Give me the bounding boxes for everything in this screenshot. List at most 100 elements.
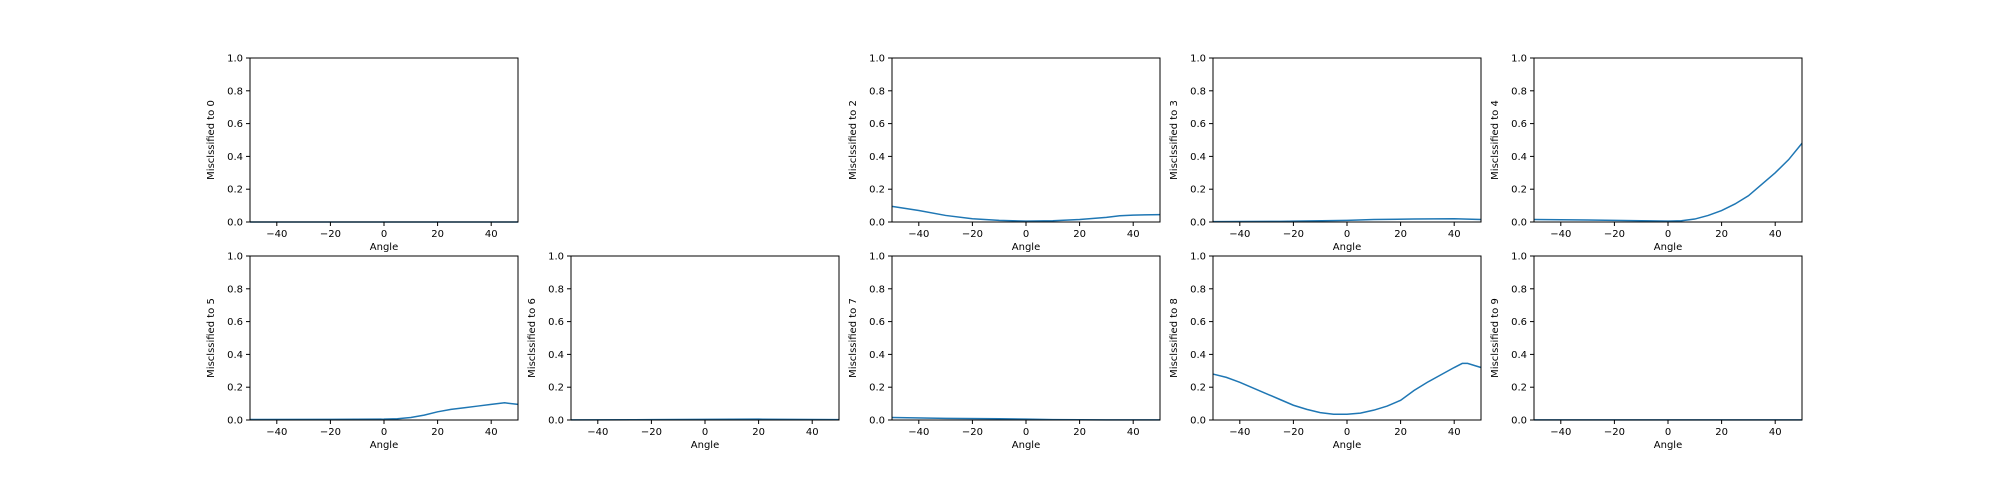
x-axis-label-3: Angle [1654, 242, 1682, 253]
x-tick-label-5-3: 20 [752, 427, 765, 438]
y-axis-label-3: Misclssified to 4 [1490, 100, 1501, 180]
x-tick-label-0-2: 0 [381, 229, 387, 240]
y-tick-label-5-1: 0.2 [548, 383, 564, 394]
series-line-2-0 [1212, 217, 1482, 223]
x-tick-label-7-4: 40 [1448, 427, 1461, 438]
y-tick-label-4-2: 0.4 [227, 350, 243, 361]
y-tick-label-1-4: 0.8 [869, 86, 885, 97]
x-tick-label-8-2: 0 [1665, 427, 1671, 438]
x-tick-label-5-1: −20 [641, 427, 662, 438]
x-axis-label-7: Angle [1333, 440, 1361, 451]
y-axis-label-2: Misclssified to 3 [1169, 100, 1180, 180]
x-tick-label-3-3: 20 [1715, 229, 1728, 240]
x-tick-label-0-3: 20 [431, 229, 444, 240]
y-tick-label-0-1: 0.2 [227, 185, 243, 196]
y-tick-label-7-1: 0.2 [1190, 383, 1206, 394]
y-tick-label-4-1: 0.2 [227, 383, 243, 394]
y-tick-label-0-0: 0.0 [227, 218, 243, 229]
x-tick-label-5-0: −40 [587, 427, 608, 438]
y-tick-label-8-3: 0.6 [1511, 317, 1527, 328]
x-tick-label-0-4: 40 [485, 229, 498, 240]
y-tick-label-3-3: 0.6 [1511, 119, 1527, 130]
x-tick-label-1-3: 20 [1073, 229, 1086, 240]
subplot-0: −40 −20 0 20 40 0.0 0.2 0.4 0.6 0.8 1.0 Angle Miscls… [206, 54, 519, 253]
y-tick-label-5-5: 1.0 [548, 252, 564, 263]
y-tick-label-4-3: 0.6 [227, 317, 243, 328]
y-tick-label-7-4: 0.8 [1190, 284, 1206, 295]
x-tick-label-6-0: −40 [908, 427, 929, 438]
x-tick-label-8-3: 20 [1715, 427, 1728, 438]
y-axis-label-1: Misclssified to 2 [848, 100, 859, 180]
axes-frame-3 [1533, 57, 1803, 223]
x-tick-label-1-4: 40 [1127, 229, 1140, 240]
y-tick-label-7-0: 0.0 [1190, 416, 1206, 427]
subplot-2: −40 −20 0 20 40 0.0 0.2 0.4 0.6 0.8 1.0 Angle Miscls… [1169, 54, 1482, 253]
axes-frame-5 [570, 255, 840, 421]
x-tick-label-7-3: 20 [1394, 427, 1407, 438]
y-axis-label-8: Misclssified to 9 [1490, 298, 1501, 378]
y-axis-label-4: Misclssified to 5 [206, 298, 217, 378]
y-tick-label-7-3: 0.6 [1190, 317, 1206, 328]
x-tick-label-2-4: 40 [1448, 229, 1461, 240]
y-tick-label-2-3: 0.6 [1190, 119, 1206, 130]
series-line-1-0 [891, 205, 1161, 222]
y-tick-label-0-3: 0.6 [227, 119, 243, 130]
y-tick-label-8-5: 1.0 [1511, 252, 1527, 263]
y-tick-label-3-5: 1.0 [1511, 54, 1527, 65]
axes-frame-4 [249, 255, 519, 421]
x-tick-label-1-2: 0 [1023, 229, 1029, 240]
y-tick-label-5-2: 0.4 [548, 350, 564, 361]
series-line-3-0 [1533, 142, 1803, 222]
y-tick-label-3-2: 0.4 [1511, 152, 1527, 163]
y-tick-label-8-4: 0.8 [1511, 284, 1527, 295]
x-tick-label-5-2: 0 [702, 427, 708, 438]
x-tick-label-0-1: −20 [320, 229, 341, 240]
x-tick-label-2-0: −40 [1229, 229, 1250, 240]
y-tick-label-1-5: 1.0 [869, 54, 885, 65]
y-tick-label-3-4: 0.8 [1511, 86, 1527, 97]
x-tick-label-6-3: 20 [1073, 427, 1086, 438]
y-tick-label-4-5: 1.0 [227, 252, 243, 263]
x-tick-label-3-2: 0 [1665, 229, 1671, 240]
y-tick-label-1-3: 0.6 [869, 119, 885, 130]
x-tick-label-8-1: −20 [1604, 427, 1625, 438]
axes-frame-7 [1212, 255, 1482, 421]
x-axis-label-2: Angle [1333, 242, 1361, 253]
y-tick-label-0-4: 0.8 [227, 86, 243, 97]
x-tick-label-3-1: −20 [1604, 229, 1625, 240]
x-tick-label-7-2: 0 [1344, 427, 1350, 438]
y-tick-label-8-0: 0.0 [1511, 416, 1527, 427]
series-line-4-0 [249, 402, 519, 421]
x-axis-label-6: Angle [1012, 440, 1040, 451]
x-axis-label-0: Angle [370, 242, 398, 253]
y-tick-label-2-5: 1.0 [1190, 54, 1206, 65]
y-tick-label-8-2: 0.4 [1511, 350, 1527, 361]
subplot-5: −40 −20 0 20 40 0.0 0.2 0.4 0.6 0.8 1.0 Angle Miscls… [527, 252, 840, 451]
y-tick-label-2-2: 0.4 [1190, 152, 1206, 163]
x-tick-label-4-1: −20 [320, 427, 341, 438]
x-tick-label-1-1: −20 [962, 229, 983, 240]
axes-frame-1 [891, 57, 1161, 223]
x-tick-label-5-4: 40 [806, 427, 819, 438]
subplot-7: −40 −20 0 20 40 0.0 0.2 0.4 0.6 0.8 1.0 Angle Miscls… [1169, 252, 1482, 451]
y-tick-label-6-1: 0.2 [869, 383, 885, 394]
y-tick-label-2-4: 0.8 [1190, 86, 1206, 97]
axes-frame-6 [891, 255, 1161, 421]
subplot-1: −40 −20 0 20 40 0.0 0.2 0.4 0.6 0.8 1.0 Angle Miscls… [848, 54, 1161, 253]
x-tick-label-3-0: −40 [1550, 229, 1571, 240]
x-tick-label-2-2: 0 [1344, 229, 1350, 240]
y-tick-label-5-3: 0.6 [548, 317, 564, 328]
axes-frame-2 [1212, 57, 1482, 223]
y-axis-label-5: Misclssified to 6 [527, 298, 538, 378]
y-tick-label-0-2: 0.4 [227, 152, 243, 163]
y-tick-label-8-1: 0.2 [1511, 383, 1527, 394]
y-tick-label-7-5: 1.0 [1190, 252, 1206, 263]
subplot-3: −40 −20 0 20 40 0.0 0.2 0.4 0.6 0.8 1.0 Angle Miscls… [1490, 54, 1803, 253]
y-tick-label-4-4: 0.8 [227, 284, 243, 295]
series-line-6-0 [891, 416, 1160, 421]
x-tick-label-0-0: −40 [266, 229, 287, 240]
x-tick-label-6-2: 0 [1023, 427, 1029, 438]
y-tick-label-5-0: 0.0 [548, 416, 564, 427]
y-tick-label-4-0: 0.0 [227, 416, 243, 427]
